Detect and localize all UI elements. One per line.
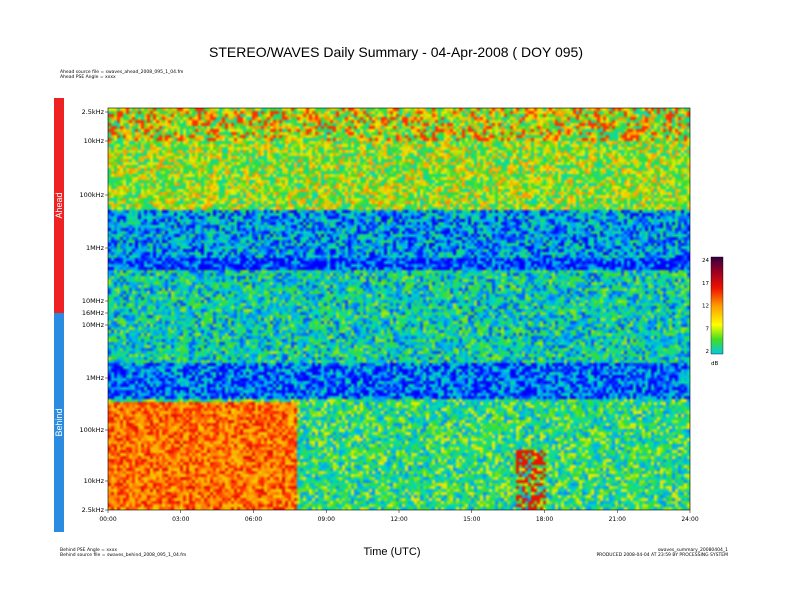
produced-label: PRODUCED 2008-04-04 AT 23:59 BY PROCESSI… — [596, 553, 728, 558]
y-tick-label: 2.5kHz — [82, 506, 105, 514]
spectrogram-heatmap — [108, 108, 690, 510]
y-tick-label: 10MHz — [82, 321, 105, 329]
colorbar-tick-label: 17 — [702, 281, 709, 287]
x-tick-label: 06:00 — [245, 516, 262, 523]
y-tick-label: 1MHz — [86, 374, 105, 382]
colorbar-tick-label: 24 — [702, 258, 709, 264]
behind-pse-angle-label: Behind PSE Angle = xxxx — [60, 548, 118, 553]
chart-title: STEREO/WAVES Daily Summary - 04-Apr-2008… — [209, 44, 583, 60]
y-tick-label: 10MHz — [82, 297, 105, 305]
x-tick-label: 00:00 — [99, 516, 116, 523]
summary-file-label: swaves_summary_20080404_1 — [657, 548, 728, 553]
panel-bar-behind — [54, 313, 64, 532]
colorbar-unit-label: dB — [711, 361, 718, 367]
x-tick-label: 21:00 — [609, 516, 626, 523]
colorbar-tick-label: 2 — [706, 349, 710, 355]
y-tick-label: 16MHz — [82, 309, 105, 317]
panel-label-behind: Behind — [54, 408, 64, 436]
colorbar-tick-label: 12 — [702, 304, 709, 310]
x-axis-label: Time (UTC) — [363, 546, 421, 558]
x-tick-label: 03:00 — [172, 516, 189, 523]
panel-bar-ahead — [54, 98, 64, 313]
y-tick-label: 1MHz — [86, 244, 105, 252]
ahead-pse-angle-label: Ahead PSE Angle = xxxx — [60, 75, 116, 80]
y-tick-label: 100kHz — [80, 191, 105, 199]
behind-source-file-label: Behind source file = swaves_behind_2008_… — [60, 553, 187, 558]
colorbar-tick-label: 7 — [706, 326, 710, 332]
ahead-source-file-label: Ahead source file = swaves_ahead_2008_09… — [60, 70, 184, 75]
colorbar — [710, 256, 724, 355]
x-tick-label: 09:00 — [318, 516, 335, 523]
y-tick-label: 100kHz — [80, 426, 105, 434]
x-tick-label: 24:00 — [681, 516, 698, 523]
x-tick-label: 12:00 — [390, 516, 407, 523]
spectrogram-image — [108, 108, 690, 510]
x-tick-label: 18:00 — [536, 516, 553, 523]
y-tick-label: 2.5kHz — [82, 108, 105, 116]
x-tick-label: 15:00 — [463, 516, 480, 523]
y-tick-label: 10kHz — [84, 137, 105, 145]
panel-label-ahead: Ahead — [54, 192, 64, 218]
y-tick-label: 10kHz — [84, 477, 105, 485]
